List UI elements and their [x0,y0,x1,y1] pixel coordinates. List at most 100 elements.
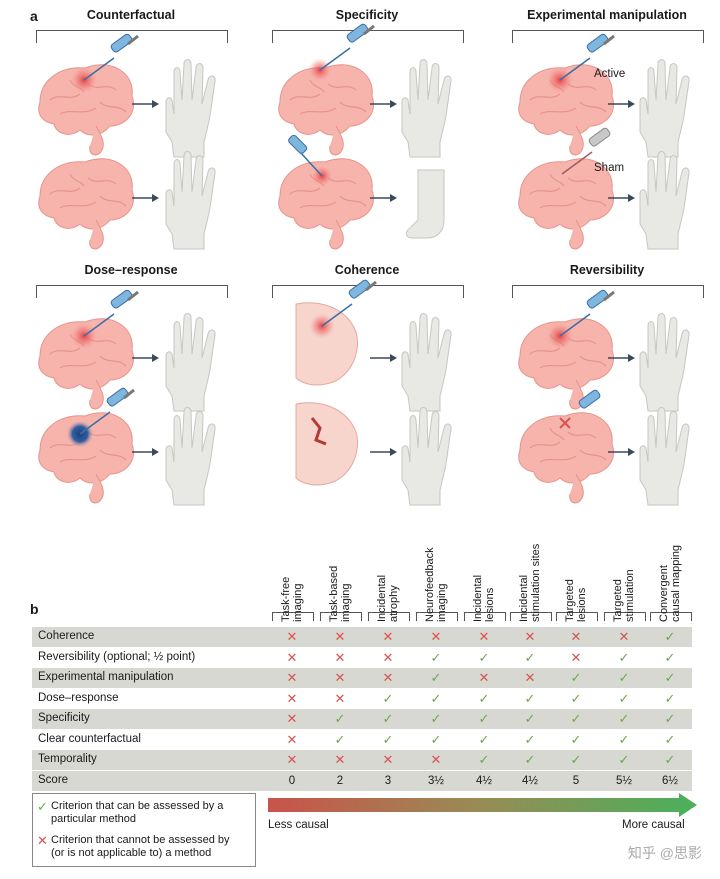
cross-icon: ✕ [334,629,346,644]
table-row: Temporality ✕ ✕ ✕ ✕ ✓ ✓ ✓ ✓ ✓ [32,750,692,770]
column-bracket [320,612,362,621]
column-header: Task-based imaging [328,565,352,622]
label-sham: Sham [594,162,625,174]
row-label: Dose–response [38,691,119,704]
check-icon: ✓ [664,711,676,726]
score-value: 6½ [662,774,678,787]
axis-label-more-causal: More causal [622,819,685,831]
score-value: 2 [336,774,344,787]
check-icon: ✓ [618,752,630,767]
watermark: 知乎 @思影 [627,845,702,861]
check-icon: ✓ [430,670,442,685]
check-icon: ✓ [570,711,582,726]
check-icon: ✓ [618,649,630,665]
legend: ✓ Criterion that can be assessed by a par… [32,793,256,867]
check-icon: ✓ [524,711,536,726]
cross-icon: ✕ [286,649,298,665]
score-value: 4½ [476,774,492,787]
title-specificity: Specificity [335,8,399,22]
panel-a-letter: a [30,8,38,24]
cross-icon: ✕ [430,629,442,644]
check-icon: ✓ [664,649,676,665]
score-value: 5 [572,774,580,787]
table-row: Specificity ✕ ✓ ✓ ✓ ✓ ✓ ✓ ✓ ✓ [32,709,692,729]
row-label: Experimental manipulation [38,671,174,683]
check-icon: ✓ [618,670,630,685]
check-icon: ✓ [478,690,490,706]
row-label: Specificity [38,712,90,724]
column-header: Targeted stimulation [612,569,636,622]
check-icon: ✓ [524,731,536,747]
column-bracket [464,612,506,621]
cross-icon: ✕ [478,629,490,644]
cross-icon: ✕ [382,752,394,767]
column-bracket [650,612,692,621]
check-icon: ✓ [570,690,582,706]
title-dose-response: Dose–response [84,263,178,277]
cross-icon: ✕ [286,629,298,644]
check-icon: ✓ [618,690,630,706]
check-icon: ✓ [382,731,394,747]
column-bracket [272,612,314,621]
cross-icon: ✕ [430,752,442,767]
check-icon: ✓ [570,731,582,747]
bracket [36,285,228,298]
cross-icon: ✕ [524,670,536,685]
check-icon: ✓ [664,752,676,767]
check-icon: ✓ [478,711,490,726]
cross-icon: ✕ [286,690,298,706]
table-row: Experimental manipulation ✕ ✕ ✕ ✓ ✕ ✕ ✓ ✓ ✓ [32,668,692,688]
cross-icon: ✕ [286,711,298,726]
cross-icon: ✕ [334,752,346,767]
legend-text: Criterion that cannot be assessed by (or… [51,834,230,859]
cross-icon: ✕ [478,670,490,685]
score-value: 5½ [616,774,632,787]
cross-icon: ✕ [382,670,394,685]
check-icon: ✓ [570,752,582,767]
check-icon: ✓ [664,629,676,644]
check-icon: ✓ [37,799,48,814]
cross-icon: ✕ [334,670,346,685]
check-icon: ✓ [524,649,536,665]
row-label: Coherence [38,630,95,642]
cross-icon: ✕ [524,629,536,644]
column-header: Incidental lesions [472,574,496,622]
column-header: Incidental stimulation sites [518,543,542,622]
label-active: Active [594,68,626,80]
check-icon: ✓ [430,731,442,747]
arrow-head-icon [679,793,697,817]
column-header: Neurofeedback imaging [424,547,448,622]
check-icon: ✓ [478,649,490,665]
cross-icon: ✕ [334,649,346,665]
panel-b-letter: b [30,601,39,617]
cross-icon: ✕ [382,629,394,644]
score-row: Score 0 2 3 3½ 4½ 4½ 5 5½ 6½ [32,770,692,791]
score-value: 0 [288,774,296,787]
cross-icon: ✕ [286,670,298,685]
score-value: 3 [384,774,392,787]
row-label: Score [38,773,69,786]
bracket [512,285,704,298]
column-header: Incidental atrophy [376,574,400,622]
check-icon: ✓ [430,711,442,726]
cross-icon: ✕ [286,752,298,767]
row-label: Reversibility (optional; ½ point) [38,650,196,663]
check-icon: ✓ [430,649,442,665]
bracket [36,30,228,43]
panel-a-illustrations [38,21,690,506]
check-icon: ✓ [478,731,490,747]
column-header: Targeted lesions [564,579,588,622]
row-label: Clear counterfactual [38,732,141,745]
table-row: Clear counterfactual ✕ ✓ ✓ ✓ ✓ ✓ ✓ ✓ ✓ [32,730,692,750]
column-bracket [556,612,598,621]
check-icon: ✓ [664,690,676,706]
legend-item-assessable: ✓ Criterion that can be assessed by a par… [37,800,246,826]
bracket [512,30,704,43]
title-experimental: Experimental manipulation [527,8,687,22]
column-bracket [368,612,410,621]
column-header: Convergent causal mapping [658,544,682,622]
check-icon: ✓ [570,670,582,685]
cross-icon: ✕ [37,833,48,848]
table-row: Dose–response ✕ ✕ ✓ ✓ ✓ ✓ ✓ ✓ ✓ [32,689,692,709]
check-icon: ✓ [382,690,394,706]
